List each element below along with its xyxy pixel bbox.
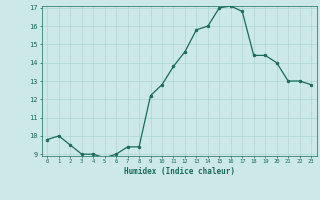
X-axis label: Humidex (Indice chaleur): Humidex (Indice chaleur): [124, 167, 235, 176]
